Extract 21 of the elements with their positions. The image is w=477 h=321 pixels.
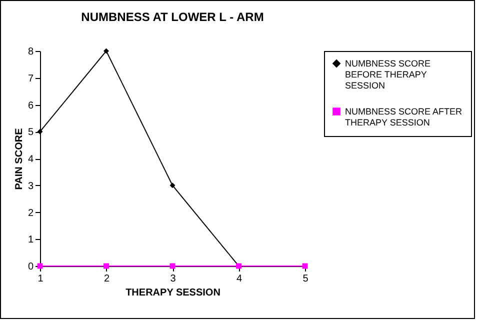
x-tick-label: 2 bbox=[104, 274, 110, 284]
y-tick-label: 6 bbox=[28, 100, 34, 112]
y-tick-label: 4 bbox=[28, 154, 34, 165]
x-tick-label: 1 bbox=[38, 274, 44, 284]
y-tick-label: 1 bbox=[28, 234, 34, 246]
y-tick-label: 7 bbox=[28, 73, 34, 84]
point bbox=[170, 182, 176, 188]
y-tick-label: 0 bbox=[28, 262, 34, 272]
legend-label: NUMBNESS SCORE BEFORE THERAPY SESSION bbox=[345, 58, 431, 90]
legend-label: NUMBNESS SCORE AFTER THERAPY SESSION bbox=[345, 106, 463, 128]
y-tick-label: 2 bbox=[28, 208, 34, 219]
y-tick-label: 5 bbox=[28, 127, 34, 138]
y-tick-label: 8 bbox=[28, 46, 34, 58]
x-tick-label: 3 bbox=[170, 274, 176, 284]
x-tick-label: 4 bbox=[236, 274, 242, 284]
point bbox=[104, 263, 109, 269]
y-axis-title: PAIN SCORE bbox=[14, 128, 25, 190]
y-tick-label: 3 bbox=[28, 180, 34, 192]
chart-title: NUMBNESS AT LOWER L - ARM bbox=[81, 10, 264, 24]
x-tick-label: 5 bbox=[302, 274, 309, 284]
x-axis-title: THERAPY SESSION bbox=[126, 288, 220, 298]
